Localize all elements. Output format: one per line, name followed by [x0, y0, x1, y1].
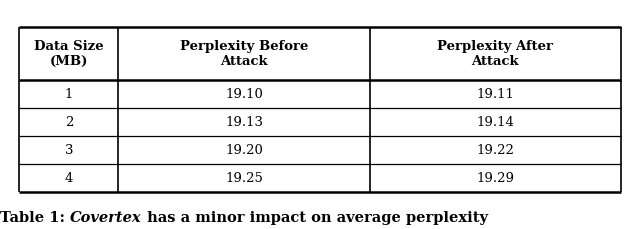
Text: 19.22: 19.22	[476, 144, 515, 157]
Text: 2: 2	[65, 116, 73, 129]
Text: 19.20: 19.20	[225, 144, 263, 157]
Text: Perplexity Before
Attack: Perplexity Before Attack	[180, 40, 308, 68]
Text: 19.10: 19.10	[225, 88, 263, 101]
Text: Perplexity After
Attack: Perplexity After Attack	[437, 40, 554, 68]
Text: 19.11: 19.11	[476, 88, 515, 101]
Text: 4: 4	[65, 172, 73, 185]
Text: Covertex: Covertex	[70, 210, 141, 225]
Text: Data Size
(MB): Data Size (MB)	[34, 40, 104, 68]
Text: has a minor impact on average perplexity: has a minor impact on average perplexity	[141, 210, 488, 225]
Text: Table 1:: Table 1:	[0, 210, 70, 225]
Text: 19.14: 19.14	[476, 116, 515, 129]
Text: 1: 1	[65, 88, 73, 101]
Text: 3: 3	[65, 144, 73, 157]
Text: 19.13: 19.13	[225, 116, 263, 129]
Text: 19.29: 19.29	[476, 172, 515, 185]
Text: 19.25: 19.25	[225, 172, 263, 185]
